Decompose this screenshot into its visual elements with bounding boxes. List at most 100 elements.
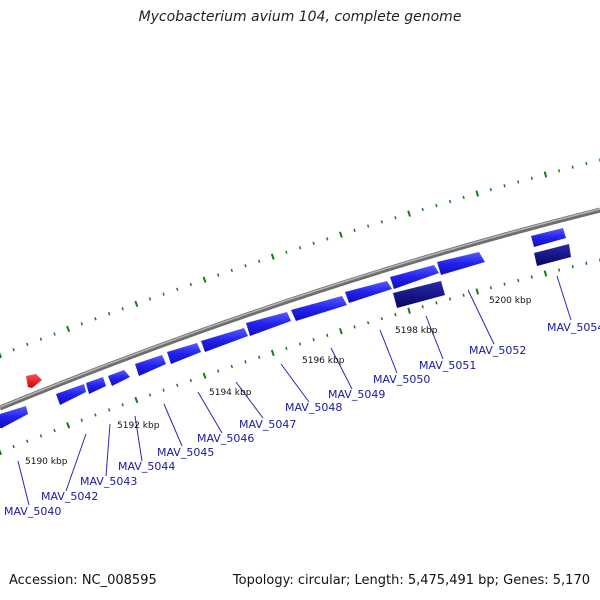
genome-stats: Topology: circular; Length: 5,475,491 bp… <box>232 573 590 588</box>
minor-tick <box>489 188 493 192</box>
gene-track <box>0 228 571 428</box>
minor-tick <box>189 378 193 383</box>
major-tick <box>66 422 71 429</box>
major-tick <box>543 270 548 277</box>
minor-tick <box>326 333 329 338</box>
minor-tick <box>285 346 288 351</box>
major-tick <box>270 253 275 260</box>
minor-tick <box>80 418 84 422</box>
minor-tick <box>12 348 15 352</box>
tick-label: 5190 kbp <box>25 457 68 467</box>
gene-arrow[interactable] <box>437 252 485 275</box>
minor-tick <box>107 312 111 316</box>
gene-arrow-highlight[interactable] <box>26 374 42 388</box>
major-tick <box>407 307 411 314</box>
minor-tick <box>12 444 15 449</box>
minor-tick <box>489 286 493 290</box>
minor-tick <box>394 312 397 317</box>
map-title: Mycobacterium avium 104, complete genome <box>138 9 462 25</box>
gene-label[interactable]: MAV_5050 <box>373 373 430 386</box>
gene-label[interactable]: MAV_5047 <box>239 418 296 431</box>
minor-tick <box>557 169 561 173</box>
major-tick <box>475 288 480 295</box>
gene-arrow[interactable] <box>167 343 201 364</box>
minor-tick <box>53 428 56 433</box>
minor-tick <box>448 199 452 204</box>
gene-arrow[interactable] <box>0 406 28 428</box>
minor-tick <box>421 207 424 212</box>
minor-tick <box>517 278 520 283</box>
minor-tick <box>366 224 370 228</box>
gene-arrow[interactable] <box>56 384 86 405</box>
minor-tick <box>216 369 220 373</box>
minor-tick <box>421 305 424 309</box>
major-tick <box>134 300 139 308</box>
gene-arrow[interactable] <box>135 355 166 376</box>
tick-label: 5192 kbp <box>117 421 160 431</box>
major-tick <box>407 210 411 217</box>
gene-label[interactable]: MAV_5045 <box>157 446 214 459</box>
minor-tick <box>366 321 370 325</box>
minor-tick <box>380 220 384 224</box>
gene-label[interactable]: MAV_5054 <box>547 321 600 334</box>
gene-arrow[interactable] <box>390 265 439 289</box>
minor-tick <box>298 246 302 250</box>
gene-arrow[interactable] <box>201 328 248 352</box>
gene-labels: MAV_5040 MAV_5042 MAV_5043 MAV_5044 MAV_… <box>4 321 600 518</box>
minor-tick <box>176 287 179 291</box>
tick-label: 5200 kbp <box>489 296 532 306</box>
tick-label: 5196 kbp <box>302 356 345 366</box>
gene-arrow[interactable] <box>291 296 347 321</box>
minor-tick <box>53 332 56 336</box>
minor-tick <box>162 388 165 392</box>
gene-arrow[interactable] <box>86 377 106 394</box>
minor-tick <box>435 301 438 305</box>
major-tick <box>0 352 3 359</box>
minor-tick <box>530 176 533 180</box>
minor-tick <box>517 180 520 184</box>
major-tick <box>134 396 139 404</box>
minor-tick <box>571 165 574 169</box>
gene-arrow-reverse[interactable] <box>393 281 445 308</box>
minor-tick <box>448 297 452 301</box>
minor-tick <box>26 342 29 347</box>
gene-label[interactable]: MAV_5040 <box>4 505 61 518</box>
outer-tick-track <box>0 158 600 359</box>
minor-tick <box>571 265 574 269</box>
gene-label[interactable]: MAV_5046 <box>197 432 254 445</box>
gene-arrow-reverse[interactable] <box>534 244 571 266</box>
minor-tick <box>394 216 397 220</box>
major-tick <box>0 449 3 456</box>
minor-tick <box>503 184 506 188</box>
minor-tick <box>230 268 234 273</box>
inner-tick-track <box>0 258 600 456</box>
gene-arrow[interactable] <box>531 228 566 247</box>
major-tick <box>270 349 275 357</box>
tick-labels: 5190 kbp 5192 kbp 5194 kbp 5196 kbp 5198… <box>25 296 532 467</box>
minor-tick <box>326 237 329 241</box>
gene-arrow[interactable] <box>108 370 130 386</box>
major-tick <box>339 231 343 238</box>
minor-tick <box>298 342 302 346</box>
minor-tick <box>39 434 43 438</box>
minor-tick <box>148 393 152 397</box>
minor-tick <box>107 408 111 412</box>
gene-label[interactable]: MAV_5052 <box>469 344 526 357</box>
gene-label[interactable]: MAV_5043 <box>80 475 137 488</box>
gene-label[interactable]: MAV_5044 <box>118 460 175 473</box>
minor-tick <box>39 337 43 341</box>
gene-label[interactable]: MAV_5048 <box>285 401 342 414</box>
minor-tick <box>189 282 193 287</box>
minor-tick <box>121 307 124 311</box>
gene-label[interactable]: MAV_5042 <box>41 490 98 503</box>
gene-arrow[interactable] <box>345 281 392 303</box>
gene-arrow[interactable] <box>246 312 291 336</box>
gene-label-leaders <box>17 275 572 506</box>
gene-label[interactable]: MAV_5049 <box>328 388 385 401</box>
major-tick <box>475 190 480 197</box>
minor-tick <box>148 297 152 301</box>
gene-label[interactable]: MAV_5051 <box>419 359 476 372</box>
major-tick <box>66 325 71 333</box>
minor-tick <box>435 203 438 208</box>
